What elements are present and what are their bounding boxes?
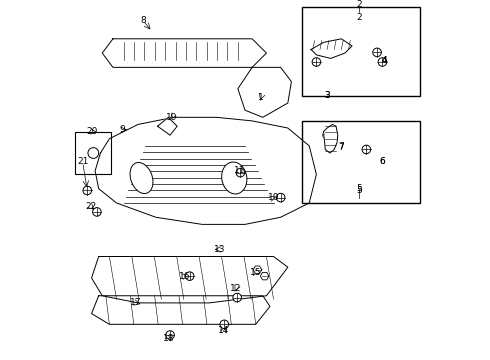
Text: 4: 4 xyxy=(381,56,387,65)
Ellipse shape xyxy=(130,162,153,194)
Polygon shape xyxy=(158,117,177,135)
Text: 6: 6 xyxy=(380,157,385,166)
Text: 22: 22 xyxy=(85,202,97,211)
Circle shape xyxy=(378,58,387,66)
Bar xyxy=(220,46,233,62)
Bar xyxy=(145,46,158,62)
Bar xyxy=(163,46,175,62)
Circle shape xyxy=(323,131,331,139)
Text: 3: 3 xyxy=(324,91,330,100)
Circle shape xyxy=(93,208,101,216)
Text: 2: 2 xyxy=(356,0,362,9)
Bar xyxy=(75,132,111,174)
Circle shape xyxy=(233,293,242,302)
Circle shape xyxy=(166,331,174,339)
Polygon shape xyxy=(260,273,269,280)
Ellipse shape xyxy=(221,162,247,194)
Polygon shape xyxy=(238,67,292,117)
Text: 5: 5 xyxy=(356,184,362,193)
Text: 15: 15 xyxy=(250,268,262,277)
Text: 7: 7 xyxy=(339,143,344,152)
Text: 10: 10 xyxy=(268,193,279,202)
Text: 4: 4 xyxy=(381,56,387,65)
Text: 2: 2 xyxy=(356,13,362,22)
Polygon shape xyxy=(311,39,352,58)
Text: 5: 5 xyxy=(356,186,362,195)
Text: 8: 8 xyxy=(141,17,146,26)
Circle shape xyxy=(185,272,194,280)
Bar xyxy=(202,46,215,62)
Circle shape xyxy=(88,148,98,158)
Text: 21: 21 xyxy=(77,157,88,166)
Text: 19: 19 xyxy=(166,113,177,122)
Bar xyxy=(127,46,140,62)
Text: 1: 1 xyxy=(258,93,264,102)
Polygon shape xyxy=(253,266,262,273)
Bar xyxy=(302,121,420,203)
Text: 3: 3 xyxy=(324,91,330,100)
Text: 14: 14 xyxy=(218,326,229,335)
Circle shape xyxy=(220,320,228,329)
Polygon shape xyxy=(323,125,338,153)
Text: 11: 11 xyxy=(234,166,245,175)
Text: 20: 20 xyxy=(87,127,98,136)
Text: 16: 16 xyxy=(178,272,190,281)
Circle shape xyxy=(362,145,370,154)
Polygon shape xyxy=(92,296,270,324)
Bar xyxy=(184,46,197,62)
Circle shape xyxy=(83,186,92,195)
Text: 13: 13 xyxy=(214,245,226,254)
Circle shape xyxy=(312,58,320,66)
Text: 9: 9 xyxy=(119,125,125,134)
Text: 18: 18 xyxy=(163,334,174,343)
Circle shape xyxy=(236,168,245,177)
Polygon shape xyxy=(92,257,288,303)
Text: 12: 12 xyxy=(230,284,242,293)
Circle shape xyxy=(276,193,285,202)
Circle shape xyxy=(373,48,381,57)
Bar xyxy=(302,7,420,96)
Text: 6: 6 xyxy=(380,157,385,166)
Text: 17: 17 xyxy=(130,298,142,307)
Polygon shape xyxy=(95,117,317,224)
Polygon shape xyxy=(102,39,267,67)
Text: 7: 7 xyxy=(339,142,344,151)
